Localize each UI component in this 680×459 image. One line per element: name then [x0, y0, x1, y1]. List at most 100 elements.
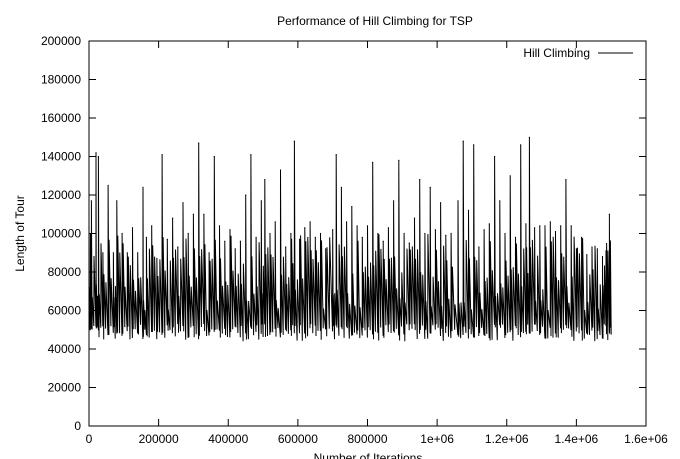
data-point — [218, 225, 221, 227]
x-axis-label: Number of Iterations — [314, 451, 423, 459]
data-point — [213, 155, 215, 158]
data-point — [605, 250, 607, 252]
data-point — [387, 227, 389, 229]
y-tick-label: 0 — [74, 419, 81, 433]
data-point — [560, 225, 562, 227]
data-point — [499, 200, 501, 202]
data-point — [528, 136, 531, 138]
data-point — [325, 248, 327, 250]
y-tick-label: 120000 — [41, 188, 81, 202]
data-point — [608, 213, 611, 215]
data-point — [478, 246, 480, 248]
y-tick-label: 200000 — [41, 34, 81, 48]
data-point — [544, 225, 546, 227]
data-point — [166, 238, 168, 240]
series-layer — [88, 136, 612, 342]
data-point — [504, 232, 506, 235]
data-point — [102, 252, 104, 254]
data-point — [131, 227, 134, 229]
x-tick-label: 1.6e+06 — [624, 432, 668, 446]
data-point — [309, 221, 311, 223]
data-point — [285, 246, 287, 248]
data-point — [332, 229, 334, 231]
data-point — [250, 154, 252, 156]
data-point — [107, 184, 109, 186]
data-point — [340, 186, 342, 188]
legend-label: Hill Climbing — [523, 46, 590, 60]
data-point — [377, 232, 379, 235]
data-point — [304, 227, 306, 229]
data-point — [554, 231, 557, 233]
data-point — [346, 221, 348, 223]
data-point — [335, 154, 337, 156]
y-tick-label: 60000 — [48, 304, 82, 318]
data-point — [234, 248, 236, 250]
data-point — [408, 242, 410, 244]
x-tick-label: 1.2e+06 — [485, 432, 529, 446]
data-point — [467, 209, 470, 211]
x-tick-label: 800000 — [347, 432, 387, 446]
data-point — [445, 234, 447, 236]
data-point — [509, 175, 511, 177]
data-point — [473, 144, 475, 146]
data-point — [356, 225, 358, 227]
data-point — [172, 217, 174, 219]
data-point — [264, 179, 266, 181]
data-point — [581, 236, 583, 238]
data-point — [274, 221, 276, 223]
x-tick-label: 400000 — [208, 432, 248, 446]
data-point — [290, 232, 292, 235]
data-point — [245, 194, 247, 196]
data-point — [586, 254, 588, 256]
data-point — [591, 246, 593, 248]
data-point — [95, 152, 97, 154]
data-point — [156, 257, 158, 260]
data-point — [224, 240, 226, 242]
data-point — [514, 236, 517, 238]
data-point — [457, 200, 459, 202]
data-point — [539, 225, 541, 227]
data-point — [187, 232, 189, 235]
data-point — [351, 206, 353, 208]
data-point — [419, 179, 421, 181]
data-point — [260, 200, 262, 202]
data-point — [198, 142, 200, 144]
x-tick-label: 1e+06 — [420, 432, 454, 446]
data-point — [142, 186, 144, 188]
data-point — [90, 200, 92, 202]
data-point — [462, 140, 464, 142]
data-point — [424, 232, 426, 235]
data-point — [177, 246, 179, 248]
data-point — [429, 186, 431, 188]
data-point — [440, 202, 442, 204]
data-point — [483, 229, 485, 231]
data-point — [97, 155, 99, 158]
chart-title: Performance of Hill Climbing for TSP — [277, 14, 473, 28]
data-point — [161, 154, 163, 156]
y-tick-label: 100000 — [41, 227, 81, 241]
data-point — [112, 252, 114, 254]
data-point — [192, 213, 194, 215]
data-point — [601, 256, 604, 258]
axis-ticks: 0 20000 40000 60000 80000 100000 120000 140000 1… — [41, 34, 668, 446]
data-point — [596, 248, 598, 250]
data-point — [393, 200, 395, 202]
data-point — [382, 240, 384, 242]
y-tick-label: 140000 — [41, 150, 81, 164]
data-point — [319, 232, 322, 235]
data-point — [269, 232, 271, 235]
y-tick-label: 160000 — [41, 111, 81, 125]
data-point — [565, 179, 567, 181]
data-point — [534, 227, 536, 229]
data-point — [525, 223, 527, 225]
y-axis-label: Length of Tour — [13, 195, 27, 272]
data-point — [314, 236, 316, 238]
data-point — [575, 248, 578, 250]
y-tick-label: 20000 — [48, 381, 82, 395]
data-point — [434, 229, 436, 231]
data-point — [488, 223, 490, 225]
y-tick-label: 80000 — [48, 265, 82, 279]
y-tick-label: 40000 — [48, 342, 82, 356]
data-point — [203, 213, 205, 215]
